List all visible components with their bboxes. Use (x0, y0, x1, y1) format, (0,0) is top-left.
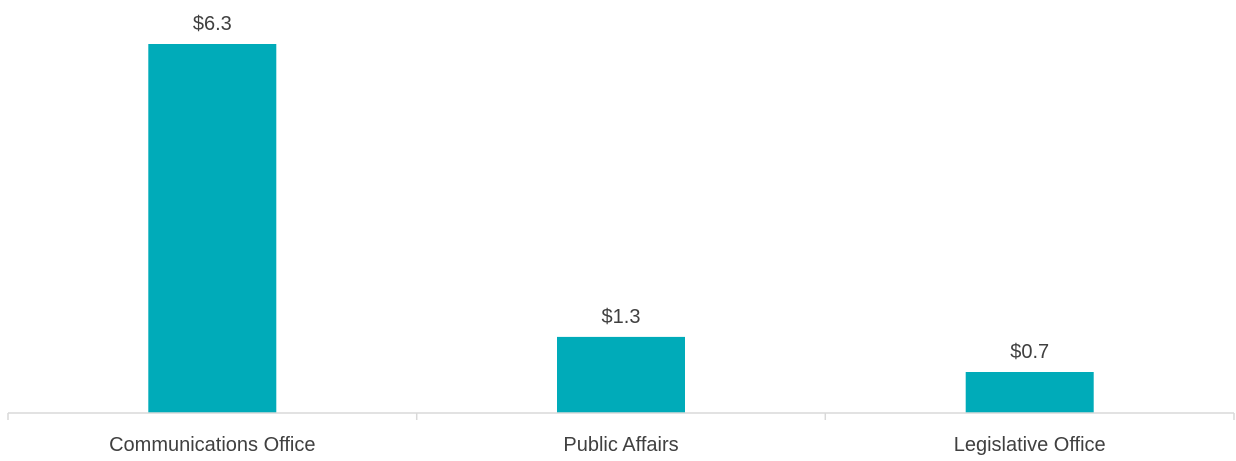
value-label-0: $6.3 (193, 13, 232, 35)
bars-group (148, 44, 1094, 413)
value-label-2: $0.7 (1010, 341, 1049, 363)
x-tick-labels-group: Communications Office Public Affairs Legis… (109, 434, 1106, 456)
value-labels-group: $6.3 $1.3 $0.7 (193, 13, 1049, 363)
x-tick-label-2: Legislative Office (954, 434, 1106, 456)
x-axis (7, 412, 1235, 420)
value-label-1: $1.3 (602, 306, 641, 328)
x-tick-label-0: Communications Office (109, 434, 315, 456)
x-tick-label-1: Public Affairs (563, 434, 678, 456)
bar-0 (148, 44, 277, 413)
bar-1 (557, 336, 685, 413)
bar-2 (965, 372, 1094, 413)
